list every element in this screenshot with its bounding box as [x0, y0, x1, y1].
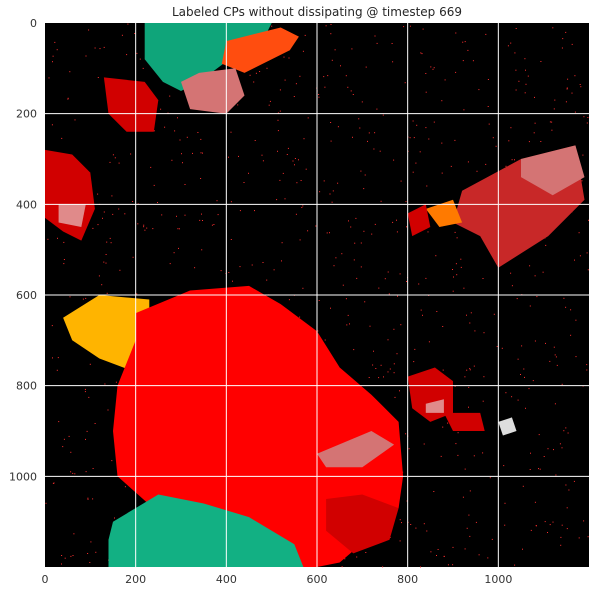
region-grey-spot: [498, 417, 517, 436]
region-pink-right-blob: [425, 399, 444, 413]
region-pink-lower-right: [317, 431, 395, 468]
grid-layer: [45, 23, 589, 567]
region-amber-left: [63, 295, 150, 373]
region-red-right-tail: [443, 412, 485, 431]
y-tick-label: 400: [16, 198, 37, 211]
region-red-right-small: [407, 204, 431, 237]
region-pink-right: [521, 145, 585, 196]
region-orange-right: [425, 199, 463, 227]
x-tick-label: 1000: [484, 573, 512, 586]
region-pink-top: [181, 68, 245, 114]
y-tick-label: 600: [16, 289, 37, 302]
y-tick-label: 800: [16, 380, 37, 393]
x-tick-label: 200: [125, 573, 146, 586]
region-pink-left: [58, 204, 86, 227]
region-red-lower-right-dark: [326, 494, 399, 554]
region-red-topleft: [103, 77, 159, 132]
y-tick-label: 200: [16, 108, 37, 121]
x-tick-label: 600: [307, 573, 328, 586]
x-tick-label: 800: [397, 573, 418, 586]
region-green-bottom: [108, 494, 304, 567]
tick-layer: 0 200 400 600 800 1000 0 200 400 600 800 1000: [9, 17, 512, 586]
y-tick-label: 1000: [9, 470, 37, 483]
region-orange-red-top: [221, 27, 299, 73]
x-tick-label: 400: [216, 573, 237, 586]
y-tick-label: 0: [30, 17, 37, 30]
region-red-big: [113, 285, 404, 567]
chart-title: Labeled CPs without dissipating @ timest…: [171, 5, 463, 19]
x-tick-label: 0: [42, 573, 49, 586]
